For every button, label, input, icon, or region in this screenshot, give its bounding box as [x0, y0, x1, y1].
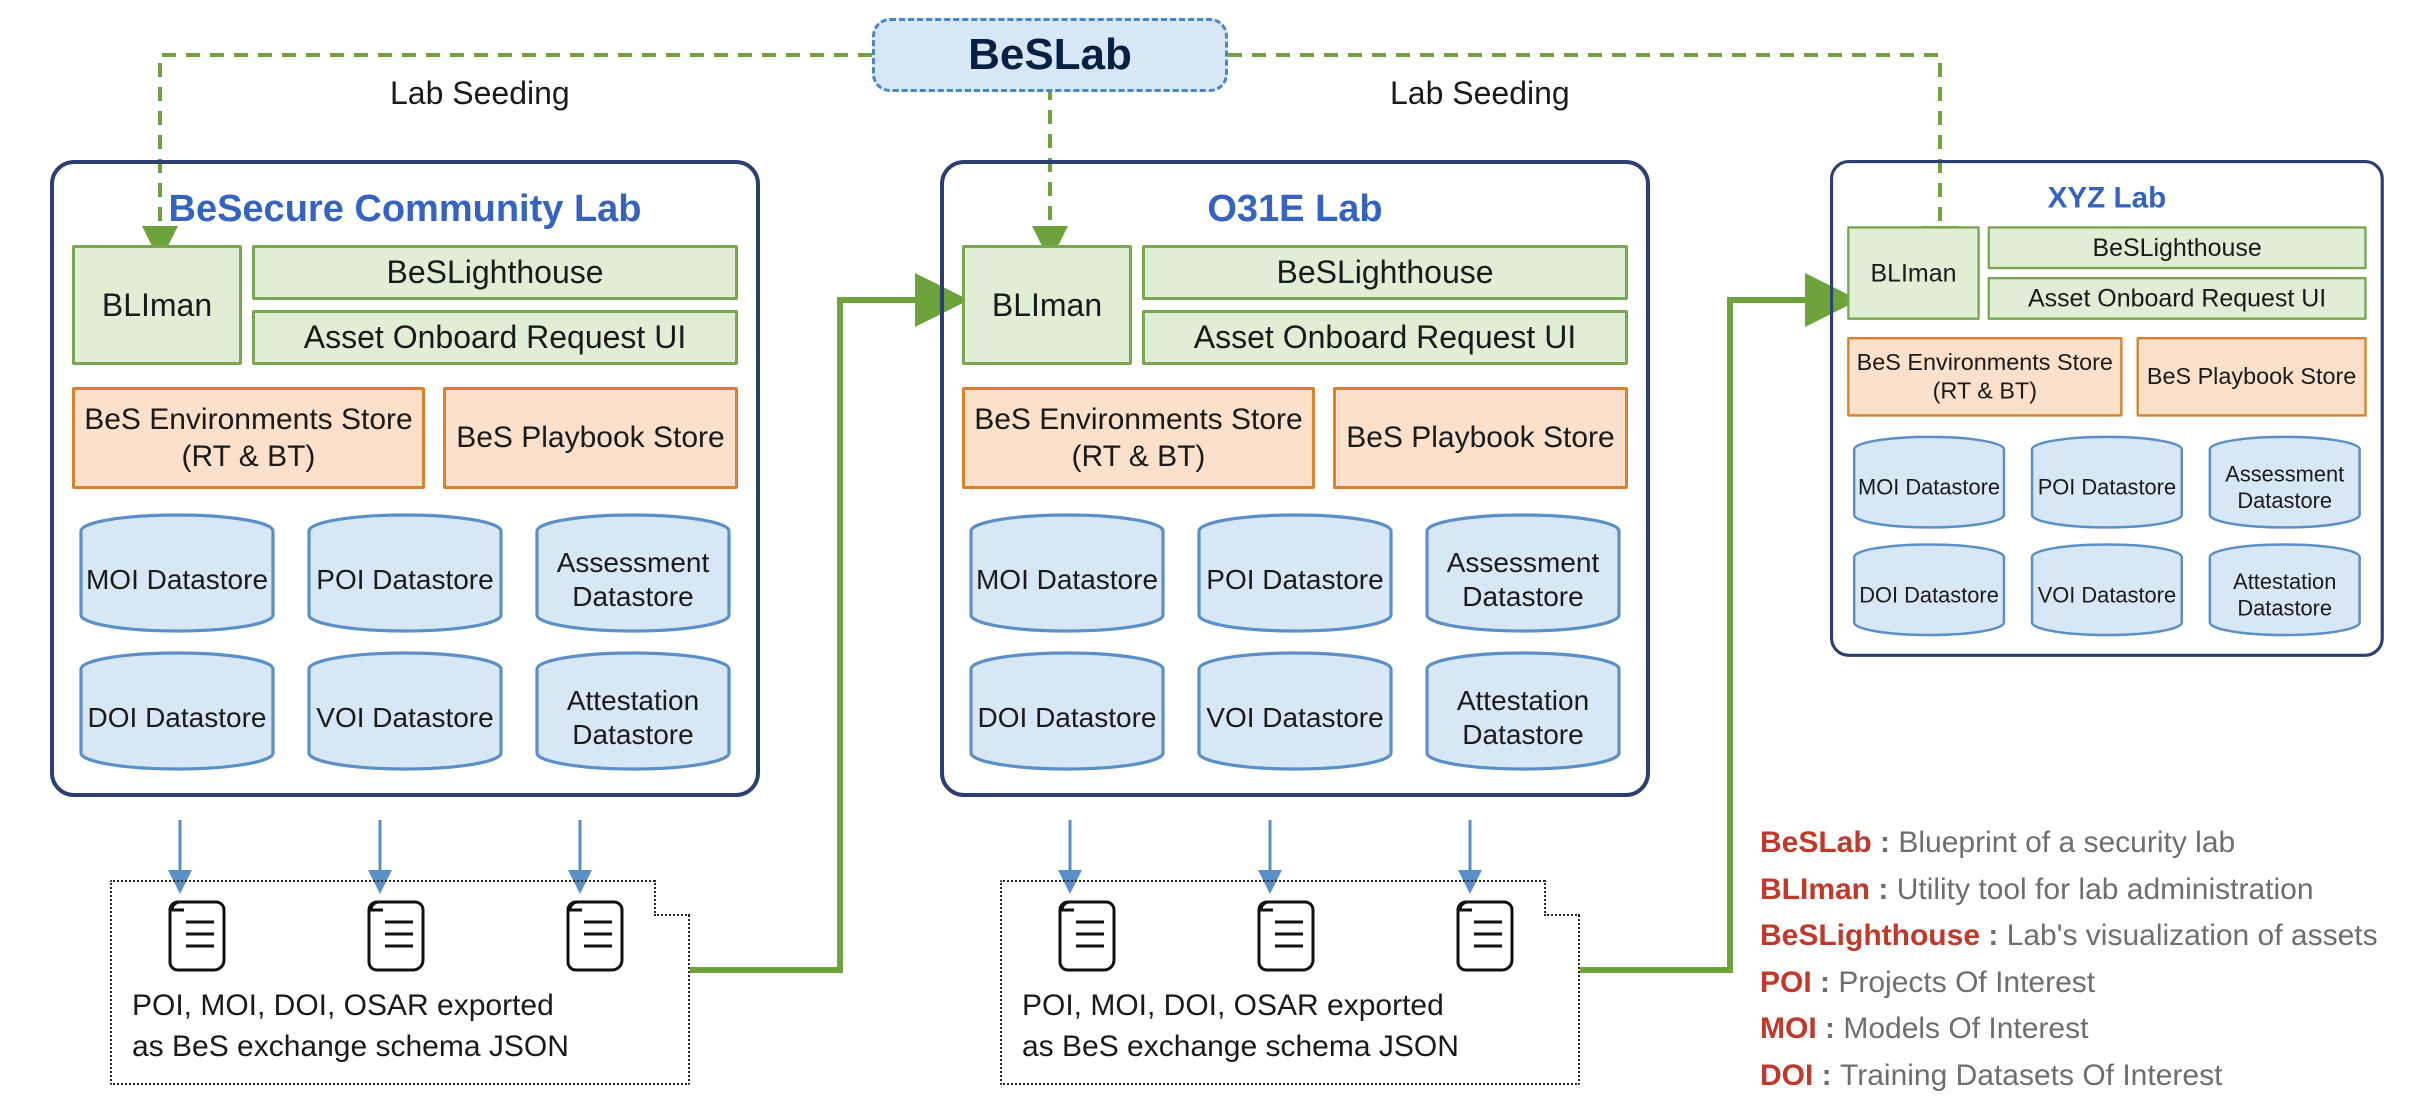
datastore-attestation: Attestation Datastore	[2203, 543, 2367, 637]
beslab-node: BeSLab	[872, 18, 1228, 92]
legend-row: BeSLighthouse : Lab's visualization of a…	[1760, 913, 2380, 960]
export-box-1: POI, MOI, DOI, OSAR exported as BeS exch…	[110, 880, 690, 1085]
bliman-box: BLIman	[1847, 226, 1980, 320]
scroll-icon	[564, 896, 634, 974]
export-box-2: POI, MOI, DOI, OSAR exported as BeS exch…	[1000, 880, 1580, 1085]
export-text-line2: as BeS exchange schema JSON	[132, 1027, 668, 1068]
datastore-doi: DOI Datastore	[962, 651, 1172, 771]
legend-row: BeSLab : Blueprint of a security lab	[1760, 820, 2380, 867]
diagram-canvas: BeSLab Lab Seeding Lab Seeding BeSecure …	[0, 0, 2410, 1118]
datastore-attestation: Attestation Datastore	[528, 651, 738, 771]
datastore-grid: MOI Datastore POI Datastore Assessment D…	[962, 513, 1628, 771]
lab-o31e: O31E Lab BLIman BeSLighthouse Asset Onbo…	[940, 160, 1650, 797]
datastore-moi: MOI Datastore	[962, 513, 1172, 633]
bliman-box: BLIman	[962, 245, 1132, 365]
onboard-box: Asset Onboard Request UI	[1988, 277, 2367, 320]
datastore-voi: VOI Datastore	[1190, 651, 1400, 771]
seed-label-right: Lab Seeding	[1390, 75, 1570, 112]
datastore-poi: POI Datastore	[2025, 435, 2189, 529]
datastore-voi: VOI Datastore	[300, 651, 510, 771]
legend-row: POI : Projects Of Interest	[1760, 960, 2380, 1007]
datastore-doi: DOI Datastore	[72, 651, 282, 771]
scroll-icon	[1454, 896, 1524, 974]
datastore-moi: MOI Datastore	[1847, 435, 2011, 529]
datastore-poi: POI Datastore	[1190, 513, 1400, 633]
datastore-attestation: Attestation Datastore	[1418, 651, 1628, 771]
scroll-icon	[1255, 896, 1325, 974]
onboard-box: Asset Onboard Request UI	[252, 310, 738, 365]
datastore-grid: MOI Datastore POI Datastore Assessment D…	[1847, 435, 2366, 636]
lighthouse-box: BeSLighthouse	[1142, 245, 1628, 300]
bliman-box: BLIman	[72, 245, 242, 365]
legend-row: DOI : Training Datasets Of Interest	[1760, 1053, 2380, 1100]
legend-row: MOI : Models Of Interest	[1760, 1006, 2380, 1053]
datastore-doi: DOI Datastore	[1847, 543, 2011, 637]
legend: BeSLab : Blueprint of a security lab BLI…	[1760, 820, 2380, 1099]
beslab-label: BeSLab	[968, 30, 1132, 80]
datastore-grid: MOI Datastore POI Datastore Assessment D…	[72, 513, 738, 771]
lighthouse-box: BeSLighthouse	[1988, 226, 2367, 269]
lab-besecure: BeSecure Community Lab BLIman BeSLightho…	[50, 160, 760, 797]
datastore-assessment: Assessment Datastore	[2203, 435, 2367, 529]
onboard-box: Asset Onboard Request UI	[1142, 310, 1628, 365]
scroll-icon	[166, 896, 236, 974]
env-store-box: BeS Environments Store (RT & BT)	[1847, 337, 2122, 417]
export-text-line1: POI, MOI, DOI, OSAR exported	[132, 986, 668, 1027]
scroll-icon	[1056, 896, 1126, 974]
export-text-line2: as BeS exchange schema JSON	[1022, 1027, 1558, 1068]
legend-row: BLIman : Utility tool for lab administra…	[1760, 867, 2380, 914]
lab-title: BeSecure Community Lab	[72, 188, 738, 231]
datastore-poi: POI Datastore	[300, 513, 510, 633]
lab-title: O31E Lab	[962, 188, 1628, 231]
scroll-icon	[365, 896, 435, 974]
datastore-voi: VOI Datastore	[2025, 543, 2189, 637]
playbook-store-box: BeS Playbook Store	[2136, 337, 2366, 417]
datastore-assessment: Assessment Datastore	[1418, 513, 1628, 633]
seed-label-left: Lab Seeding	[390, 75, 570, 112]
datastore-assessment: Assessment Datastore	[528, 513, 738, 633]
env-store-box: BeS Environments Store (RT & BT)	[962, 387, 1315, 489]
env-store-box: BeS Environments Store (RT & BT)	[72, 387, 425, 489]
lab-title: XYZ Lab	[1847, 182, 2366, 216]
playbook-store-box: BeS Playbook Store	[1333, 387, 1628, 489]
lab-xyz: XYZ Lab BLIman BeSLighthouse Asset Onboa…	[1830, 160, 2384, 657]
playbook-store-box: BeS Playbook Store	[443, 387, 738, 489]
export-text-line1: POI, MOI, DOI, OSAR exported	[1022, 986, 1558, 1027]
datastore-moi: MOI Datastore	[72, 513, 282, 633]
lighthouse-box: BeSLighthouse	[252, 245, 738, 300]
